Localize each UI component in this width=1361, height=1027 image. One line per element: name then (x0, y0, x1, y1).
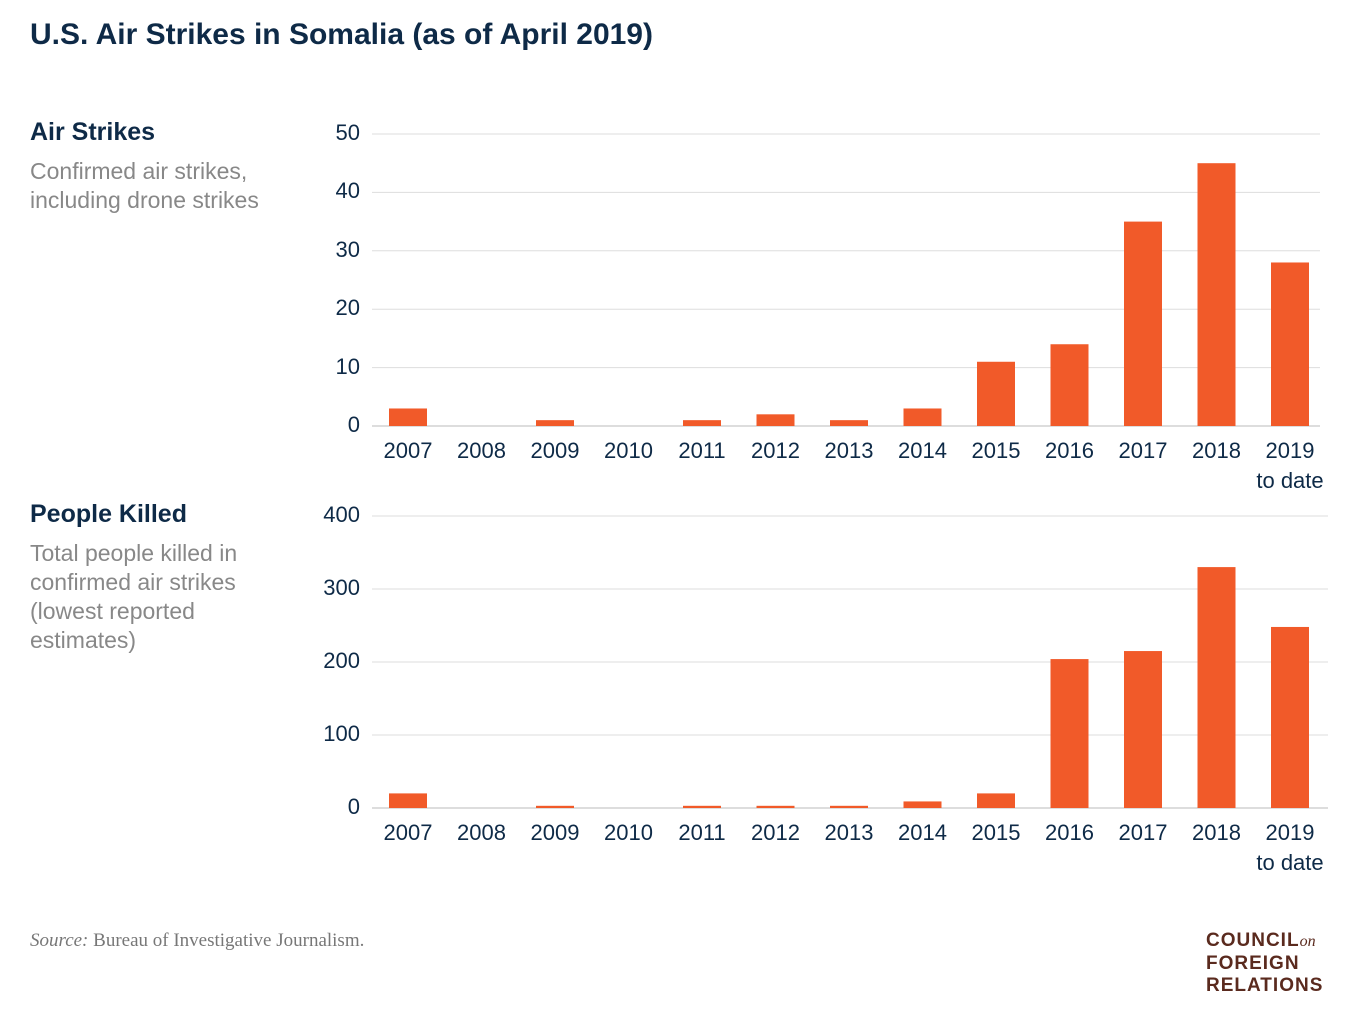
x-tick-label: 2012 (751, 820, 800, 845)
bar (1124, 221, 1162, 426)
x-tick-label: 2017 (1118, 820, 1168, 845)
x-tick-label: 2014 (898, 438, 947, 463)
y-tick-label: 10 (335, 353, 360, 379)
page-title: U.S. Air Strikes in Somalia (as of April… (30, 18, 653, 51)
x-tick-label: 2018 (1192, 820, 1241, 845)
x-tick-label: 2017 (1118, 438, 1168, 463)
x-tick-label: 2007 (383, 438, 433, 463)
x-tick-label: 2012 (751, 438, 800, 463)
bar (1197, 163, 1236, 426)
x-tick-label: 2011 (678, 438, 726, 463)
chart-subtitle: Total people killed in confirmed air str… (30, 540, 238, 653)
x-tick-label: 2019 to date (1256, 820, 1324, 875)
x-tick-label: 2016 (1045, 438, 1094, 463)
bar (830, 805, 868, 808)
chart-subtitle: Confirmed air strikes, including drone s… (30, 158, 259, 213)
x-tick-label: 2010 (604, 438, 653, 463)
y-tick-label: 300 (323, 575, 360, 600)
x-tick-label: 2013 (824, 438, 874, 463)
bar (830, 420, 868, 426)
x-tick-label: 2018 (1192, 438, 1241, 463)
y-tick-label: 100 (323, 721, 360, 746)
logo: COUNCILon FOREIGN RELATIONS (1206, 930, 1323, 997)
bar (1271, 262, 1309, 426)
bar (536, 805, 574, 808)
bar (389, 793, 427, 808)
bar (1271, 626, 1309, 808)
bar (756, 805, 795, 808)
x-tick-label: 2015 (971, 820, 1021, 845)
source: Source: Bureau of Investigative Journali… (30, 930, 364, 952)
bar (1050, 344, 1089, 426)
logo-text: COUNCIL (1206, 930, 1300, 951)
y-tick-label: 50 (335, 120, 360, 145)
bar (903, 408, 942, 426)
y-tick-label: 200 (323, 648, 360, 673)
y-tick-label: 20 (335, 295, 360, 321)
x-tick-label: 2014 (898, 820, 947, 845)
bar (977, 793, 1015, 808)
y-tick-label: 0 (347, 412, 360, 437)
logo-line: FOREIGN (1206, 953, 1300, 974)
x-tick-label: 2007 (383, 820, 433, 845)
chart-title: People Killed (30, 500, 187, 528)
x-tick-label: 2015 (971, 438, 1021, 463)
x-tick-label: 2011 (678, 820, 726, 845)
bar (977, 361, 1015, 426)
bar (1197, 567, 1236, 808)
y-tick-label: 40 (335, 178, 360, 204)
bar (536, 420, 574, 426)
x-tick-label: 2010 (604, 820, 653, 845)
x-tick-label: 2008 (457, 820, 506, 845)
x-tick-label: 2013 (824, 820, 874, 845)
x-tick-label: 2016 (1045, 820, 1094, 845)
y-tick-label: 400 (323, 502, 360, 527)
bar (756, 414, 795, 426)
source-text: Bureau of Investigative Journalism. (93, 930, 365, 951)
bar (389, 408, 427, 426)
bar (683, 420, 721, 426)
y-tick-label: 30 (335, 236, 360, 262)
bar (1124, 651, 1162, 808)
logo-line: COUNCILon (1206, 930, 1323, 953)
bar (903, 801, 942, 808)
x-tick-label: 2019 to date (1256, 438, 1324, 493)
x-tick-label: 2009 (530, 438, 580, 463)
y-tick-label: 0 (347, 794, 360, 819)
chart-title: Air Strikes (30, 118, 156, 146)
logo-text: on (1299, 933, 1316, 950)
logo-line: RELATIONS (1206, 975, 1324, 996)
bar (1050, 659, 1089, 808)
x-tick-label: 2008 (457, 438, 506, 463)
bar (683, 805, 721, 808)
x-tick-label: 2009 (530, 820, 580, 845)
source-label: Source: (30, 930, 89, 951)
